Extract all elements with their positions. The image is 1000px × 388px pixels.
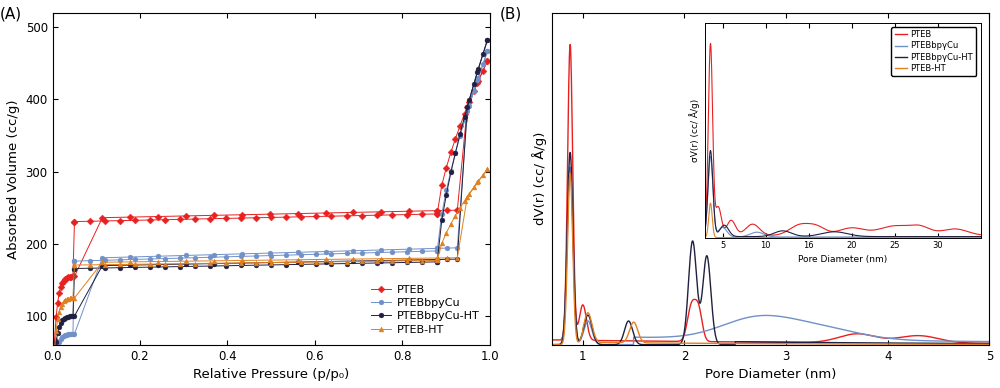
PTEBbpyCu	[204, 255, 216, 260]
PTEBbpyCu	[47, 379, 59, 384]
PTEB-HT	[463, 192, 475, 196]
X-axis label: Relative Pressure (p/p₀): Relative Pressure (p/p₀)	[193, 368, 349, 381]
Text: (B): (B)	[500, 6, 522, 21]
PTEB-HT	[114, 262, 126, 267]
Y-axis label: Absorbed Volume (cc/g): Absorbed Volume (cc/g)	[7, 99, 20, 258]
PTEBbpyCu	[463, 103, 475, 108]
PTEB-HT	[481, 167, 493, 171]
PTEBbpyCu	[310, 252, 322, 256]
PTEBbpyCu-HT	[114, 265, 126, 270]
Text: (A): (A)	[0, 6, 22, 21]
PTEBbpyCu	[53, 340, 65, 345]
Line: PTEBbpyCu: PTEBbpyCu	[51, 49, 490, 384]
PTEB-HT	[204, 261, 216, 266]
PTEB-HT	[53, 309, 65, 314]
PTEB-HT	[341, 259, 353, 264]
PTEB	[481, 59, 493, 63]
PTEBbpyCu-HT	[47, 377, 59, 382]
PTEB	[47, 372, 59, 377]
PTEBbpyCu-HT	[463, 98, 475, 102]
Y-axis label: dV(r) (cc/ Å/g): dV(r) (cc/ Å/g)	[532, 132, 547, 225]
PTEBbpyCu	[481, 49, 493, 54]
Line: PTEB-HT: PTEB-HT	[51, 167, 490, 380]
PTEBbpyCu	[341, 251, 353, 256]
PTEB	[114, 218, 126, 223]
PTEB-HT	[310, 260, 322, 264]
PTEB	[53, 291, 65, 296]
Legend: PTEB, PTEBbpyCu, PTEBbpyCu-HT, PTEB-HT: PTEB, PTEBbpyCu, PTEBbpyCu-HT, PTEB-HT	[367, 280, 484, 339]
PTEBbpyCu-HT	[204, 264, 216, 268]
PTEBbpyCu	[114, 258, 126, 262]
PTEB	[463, 100, 475, 105]
Line: PTEBbpyCu-HT: PTEBbpyCu-HT	[51, 37, 490, 382]
PTEBbpyCu-HT	[53, 324, 65, 329]
PTEBbpyCu-HT	[341, 261, 353, 266]
PTEB	[341, 213, 353, 218]
PTEBbpyCu-HT	[310, 262, 322, 267]
PTEB-HT	[47, 375, 59, 379]
PTEB	[204, 217, 216, 221]
Line: PTEB: PTEB	[51, 58, 490, 377]
X-axis label: Pore Diameter (nm): Pore Diameter (nm)	[705, 368, 837, 381]
PTEB	[310, 214, 322, 219]
PTEBbpyCu-HT	[481, 38, 493, 42]
